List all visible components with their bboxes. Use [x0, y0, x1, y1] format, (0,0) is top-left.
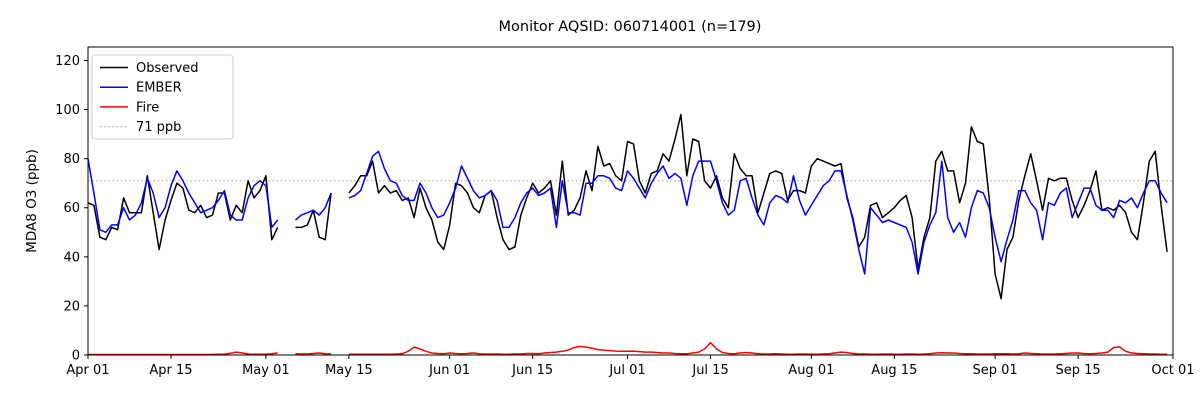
- y-tick-label: 40: [63, 250, 80, 265]
- y-tick-label: 100: [55, 103, 80, 118]
- x-tick-label: Oct 01: [1151, 363, 1194, 378]
- chart-title: Monitor AQSID: 060714001 (n=179): [499, 19, 762, 35]
- x-tick-label: Sep 15: [1056, 363, 1101, 378]
- x-tick-label: Jul 01: [608, 363, 645, 378]
- legend: Observed EMBER Fire 71 ppb: [91, 54, 234, 140]
- x-tick-label: Aug 15: [871, 363, 917, 378]
- x-tick-label: Jun 15: [511, 363, 553, 378]
- series-fire-line: [88, 341, 1168, 356]
- x-tick-label: Jun 01: [428, 363, 470, 378]
- x-tick-label: Apr 15: [149, 363, 192, 378]
- x-tick-label: Aug 01: [788, 363, 834, 378]
- y-tick-label: 20: [63, 299, 80, 314]
- legend-box: [91, 54, 234, 140]
- y-tick-label: 120: [55, 54, 80, 69]
- x-tick-label: Apr 01: [66, 363, 109, 378]
- legend-label-fire: Fire: [136, 100, 159, 115]
- x-tick-label: Jul 15: [691, 363, 728, 378]
- x-tick-label: Sep 01: [973, 363, 1018, 378]
- x-tick-label: May 15: [325, 363, 373, 378]
- plot-area: 0 20 40 60 80 100 120 Apr 01 Apr 15 May 01 May 15 J…: [55, 46, 1195, 378]
- series-ember-line: [87, 150, 1168, 275]
- y-axis-label: MDA8 O3 (ppb): [24, 149, 40, 253]
- legend-label-ember: EMBER: [136, 81, 182, 96]
- y-tick-label: 0: [72, 349, 80, 364]
- y-tick-label: 80: [63, 152, 80, 167]
- legend-label-71-ppb: 71 ppb: [136, 120, 181, 135]
- plot-frame: [87, 46, 1174, 356]
- series-observed-line: [87, 113, 1168, 300]
- y-tick-label: 60: [63, 201, 80, 216]
- x-tick-label: May 01: [242, 363, 290, 378]
- legend-label-observed: Observed: [136, 61, 199, 76]
